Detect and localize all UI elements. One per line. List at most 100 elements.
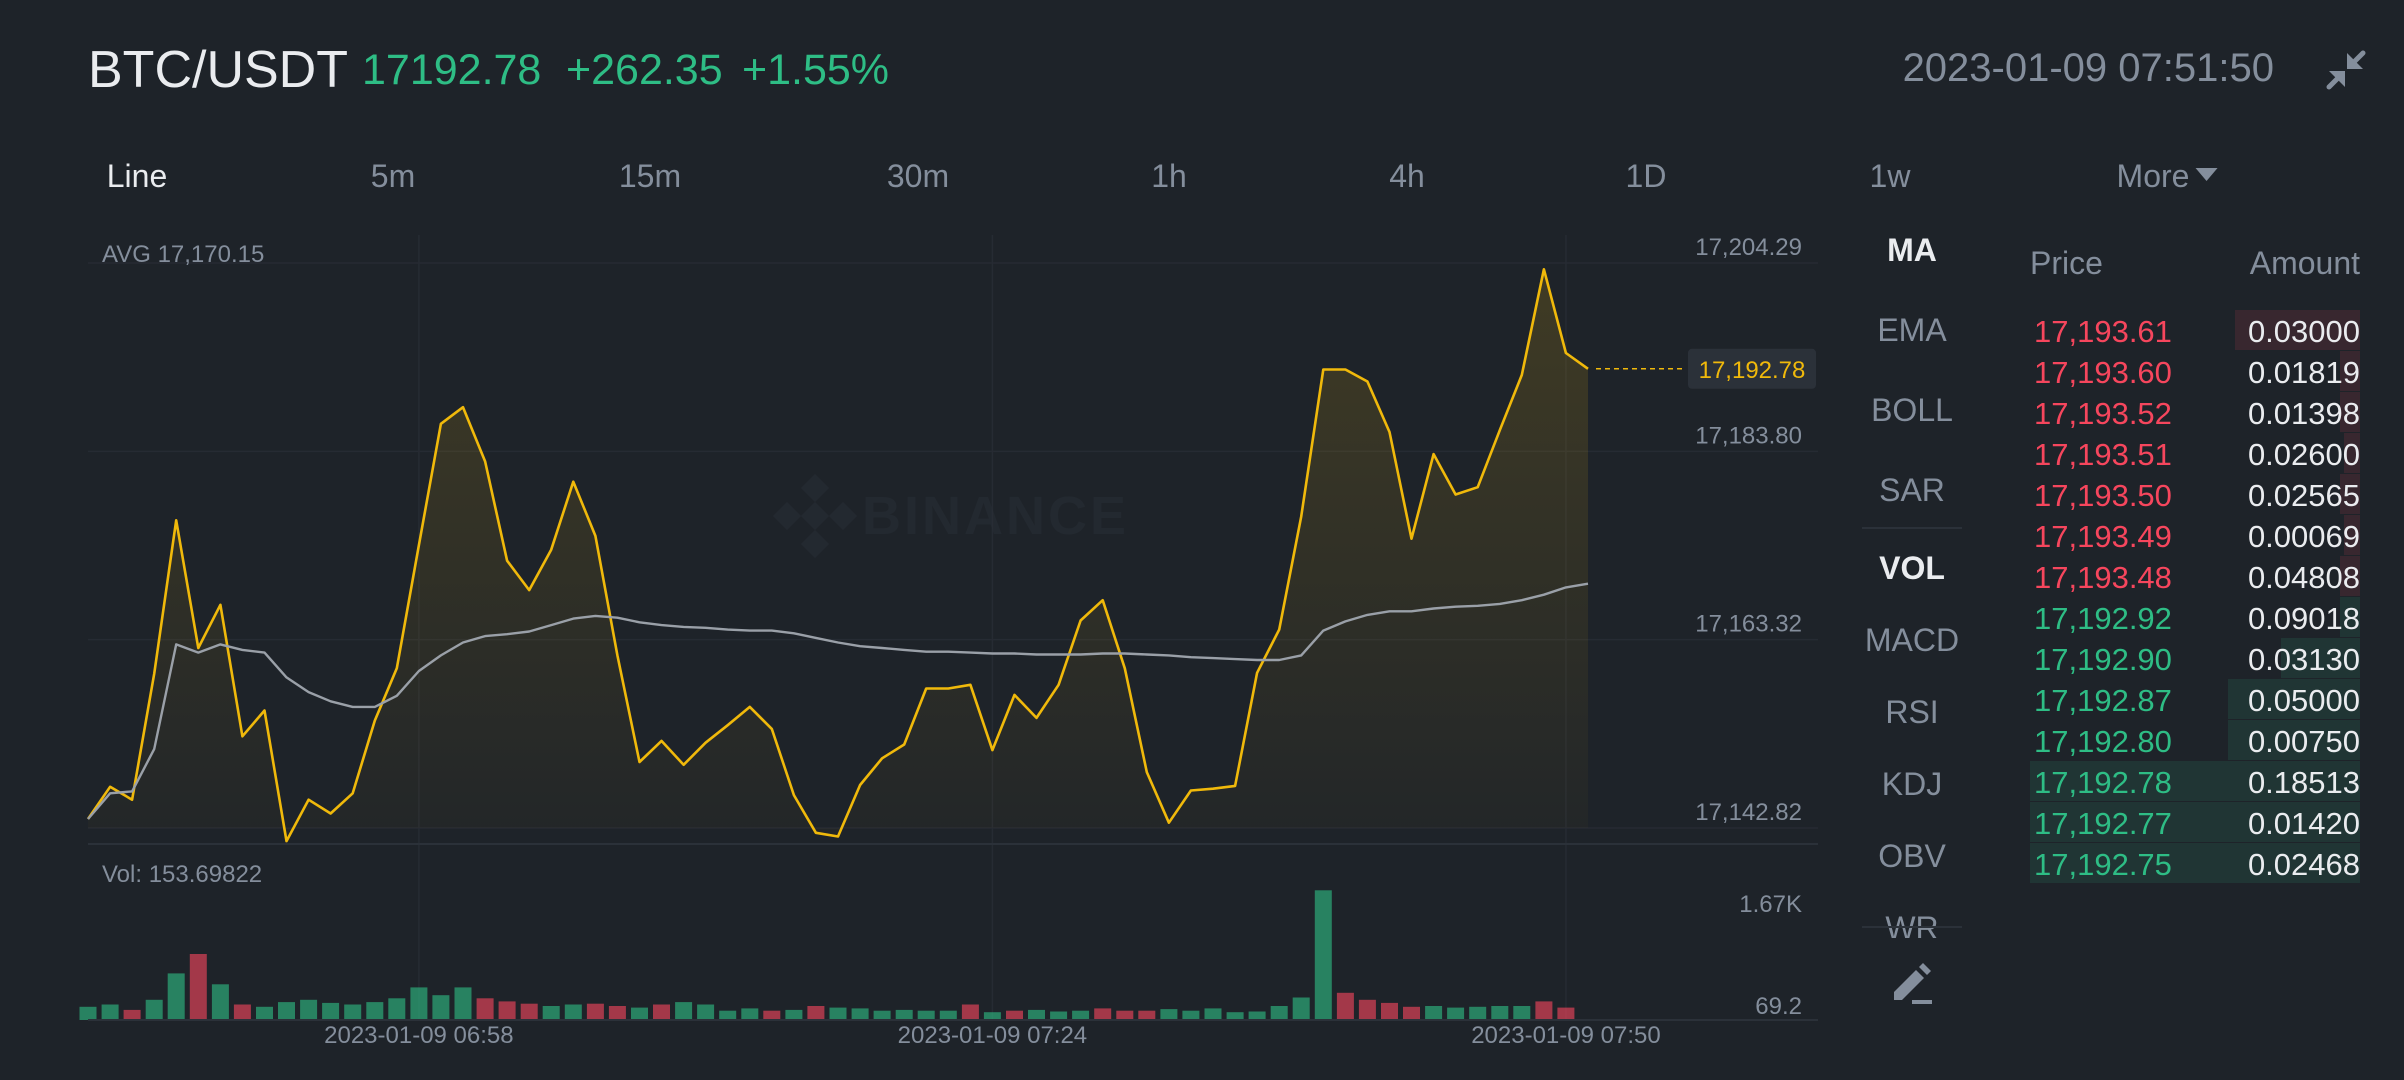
volume-bar xyxy=(1138,1010,1156,1020)
volume-bar xyxy=(233,1004,251,1020)
watermark-text: BINANCE xyxy=(862,486,1129,546)
interval-30m[interactable]: 30m xyxy=(886,158,950,194)
volume-bar xyxy=(719,1010,737,1020)
indicator-kdj[interactable]: KDJ xyxy=(1881,766,1943,802)
interval-15m[interactable]: 15m xyxy=(618,158,682,194)
ask-row[interactable]: 17,193.52 0.01398 xyxy=(2030,392,2360,432)
bid-row[interactable]: 17,192.78 0.18513 xyxy=(2030,761,2360,801)
bid-amount: 0.00750 xyxy=(2247,724,2360,759)
volume-bar xyxy=(1469,1006,1487,1020)
volume-bar xyxy=(631,1007,648,1020)
bid-price: 17,192.75 xyxy=(2034,847,2172,882)
y-axis: 17,204.29 17,183.80 17,163.32 17,142.82 xyxy=(1695,234,1802,826)
x-axis: 2023-01-09 06:58 2023-01-09 07:24 2023-01-… xyxy=(324,1022,1661,1049)
volume-bar xyxy=(410,987,428,1020)
indicator-ma[interactable]: MA xyxy=(1887,232,1937,268)
indicator-sar[interactable]: SAR xyxy=(1879,472,1945,508)
depth-bar xyxy=(2228,720,2360,760)
price-line xyxy=(86,267,1589,843)
volume-bar xyxy=(741,1008,759,1020)
interval-line[interactable]: Line xyxy=(106,158,168,194)
y-tick-label: 17,183.80 xyxy=(1695,422,1802,449)
depth-bar xyxy=(2343,515,2360,555)
volume-label: Vol: 153.69822 xyxy=(102,861,262,888)
volume-tick-label: 1.67K xyxy=(1739,891,1802,918)
indicator-vol[interactable]: VOL xyxy=(1879,550,1945,586)
y-tick-label: 17,204.29 xyxy=(1695,234,1802,261)
volume-bar xyxy=(917,1010,935,1020)
volume-bar xyxy=(454,987,472,1020)
price-area xyxy=(88,269,1588,842)
indicator-divider xyxy=(1862,527,1962,529)
collapse-arrows-icon[interactable] xyxy=(2318,42,2374,98)
interval-1h[interactable]: 1h xyxy=(1151,158,1187,194)
current-price-label: 17,192.78 xyxy=(1699,357,1806,384)
interval-5m[interactable]: 5m xyxy=(370,158,416,194)
pencil-icon[interactable] xyxy=(1888,958,1936,1006)
depth-bar xyxy=(2343,433,2360,473)
ask-row[interactable]: 17,193.49 0.00069 xyxy=(2030,515,2360,555)
volume-bar xyxy=(1403,1006,1420,1020)
volume-bar xyxy=(829,1007,847,1020)
current-price-tag xyxy=(1688,348,1816,389)
ask-price: 17,193.49 xyxy=(2034,519,2172,554)
bid-row[interactable]: 17,192.87 0.05000 xyxy=(2030,679,2360,719)
volume-bar xyxy=(1557,1007,1575,1020)
volume-bar xyxy=(366,1002,384,1020)
volume-bar xyxy=(145,999,163,1020)
price-change-percent: +1.55% xyxy=(742,46,890,94)
ask-row[interactable]: 17,193.48 0.04808 xyxy=(2030,556,2360,596)
ask-price: 17,193.51 xyxy=(2034,437,2172,472)
indicator-wr[interactable]: WR xyxy=(1885,910,1939,938)
indicator-divider-bottom xyxy=(1862,926,1962,928)
bid-row[interactable]: 17,192.80 0.00750 xyxy=(2030,720,2360,760)
indicator-obv[interactable]: OBV xyxy=(1878,838,1946,874)
volume-bar xyxy=(851,1008,869,1020)
volume-bar xyxy=(675,1002,693,1020)
bid-amount: 0.03130 xyxy=(2247,642,2360,677)
volume-bar xyxy=(1314,890,1332,1020)
ask-price: 17,193.52 xyxy=(2034,396,2172,431)
volume-bar xyxy=(123,1009,141,1020)
volume-bar xyxy=(1204,1008,1222,1020)
volume-bar xyxy=(79,1006,97,1020)
ask-row[interactable]: 17,193.50 0.02565 xyxy=(2030,474,2360,514)
indicator-boll[interactable]: BOLL xyxy=(1871,392,1953,428)
volume-bar xyxy=(1535,1001,1553,1020)
ask-amount: 0.00069 xyxy=(2247,519,2360,554)
volume-bar xyxy=(1028,1009,1045,1020)
depth-bar xyxy=(2030,843,2360,883)
volume-bar xyxy=(608,1006,626,1020)
interval-1w[interactable]: 1w xyxy=(1869,158,1911,194)
ask-row[interactable]: 17,193.60 0.01819 xyxy=(2030,351,2360,391)
ask-amount: 0.03000 xyxy=(2247,314,2360,349)
volume-bar xyxy=(1094,1008,1112,1020)
indicator-ema[interactable]: EMA xyxy=(1877,312,1947,348)
interval-4h[interactable]: 4h xyxy=(1389,158,1425,194)
bid-row[interactable]: 17,192.75 0.02468 xyxy=(2030,843,2360,883)
series-lines xyxy=(86,267,1589,843)
volume-bar xyxy=(763,1010,781,1020)
y-tick-label: 17,163.32 xyxy=(1695,611,1802,638)
bid-row[interactable]: 17,192.77 0.01420 xyxy=(2030,802,2360,842)
indicator-rsi[interactable]: RSI xyxy=(1885,694,1939,730)
ask-row[interactable]: 17,193.61 0.03000 xyxy=(2030,310,2360,350)
interval-1d[interactable]: 1D xyxy=(1625,158,1667,194)
interval-more[interactable]: More xyxy=(2117,158,2218,195)
bid-price: 17,192.92 xyxy=(2034,601,2172,636)
trading-pair[interactable]: BTC/USDT xyxy=(88,41,348,99)
volume-bar xyxy=(322,1002,340,1020)
bid-row[interactable]: 17,192.90 0.03130 xyxy=(2030,638,2360,678)
volume-bar xyxy=(1270,1006,1288,1020)
volume-bar xyxy=(1336,992,1354,1020)
volume-bar xyxy=(1513,1006,1531,1020)
binance-logo-icon xyxy=(772,473,858,559)
volume-bar xyxy=(432,995,450,1020)
indicator-macd[interactable]: MACD xyxy=(1864,622,1960,658)
order-book-amount-header: Amount xyxy=(2249,245,2360,281)
ask-row[interactable]: 17,193.51 0.02600 xyxy=(2030,433,2360,473)
volume-bar xyxy=(983,1012,1001,1020)
volume-bar xyxy=(1381,1002,1398,1020)
bid-row[interactable]: 17,192.92 0.09018 xyxy=(2030,597,2360,637)
